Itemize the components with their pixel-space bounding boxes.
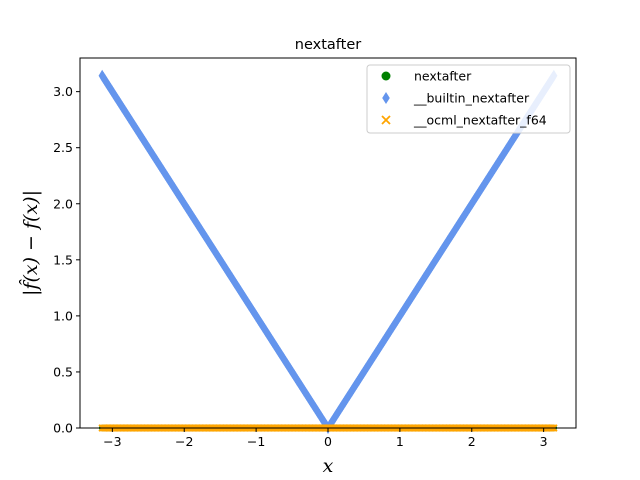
x-tick-label: 2 [468,434,476,449]
y-axis-ticks: 0.0 0.5 1.0 1.5 2.0 2.5 3.0 [53,84,80,436]
legend-marker-circle [381,71,391,81]
x-axis-label: x [323,455,334,477]
legend-box [366,64,571,134]
legend-items: nextafter __builtin_nextafter __ocml_nexta… [381,69,547,128]
y-tick-label: 0.0 [53,421,73,436]
y-tick-label: 2.0 [53,196,73,211]
legend-marker-x [381,115,391,125]
legend-label: nextafter [414,69,472,84]
y-tick-label: 2.5 [53,140,73,155]
x-tick-label: 0 [324,434,332,449]
legend: nextafter __builtin_nextafter __ocml_nexta… [366,64,571,134]
x-tick-label: 3 [540,434,548,449]
legend-label: __ocml_nextafter_f64 [413,113,547,128]
y-tick-label: 3.0 [53,84,73,99]
x-tick-label: 1 [396,434,404,449]
y-tick-label: 1.5 [53,252,73,267]
x-tick-label: −2 [175,434,193,449]
y-axis-label: |f̂(x) − f(x)| [19,190,42,296]
x-axis-ticks: −3 −2 −1 0 1 2 3 [103,428,548,449]
y-tick-label: 1.0 [53,308,73,323]
legend-label: __builtin_nextafter [413,91,530,106]
chart-title: nextafter [295,37,361,53]
y-tick-label: 0.5 [53,364,73,379]
legend-marker-diamond [382,92,390,104]
x-tick-label: −1 [247,434,265,449]
x-tick-label: −3 [103,434,121,449]
